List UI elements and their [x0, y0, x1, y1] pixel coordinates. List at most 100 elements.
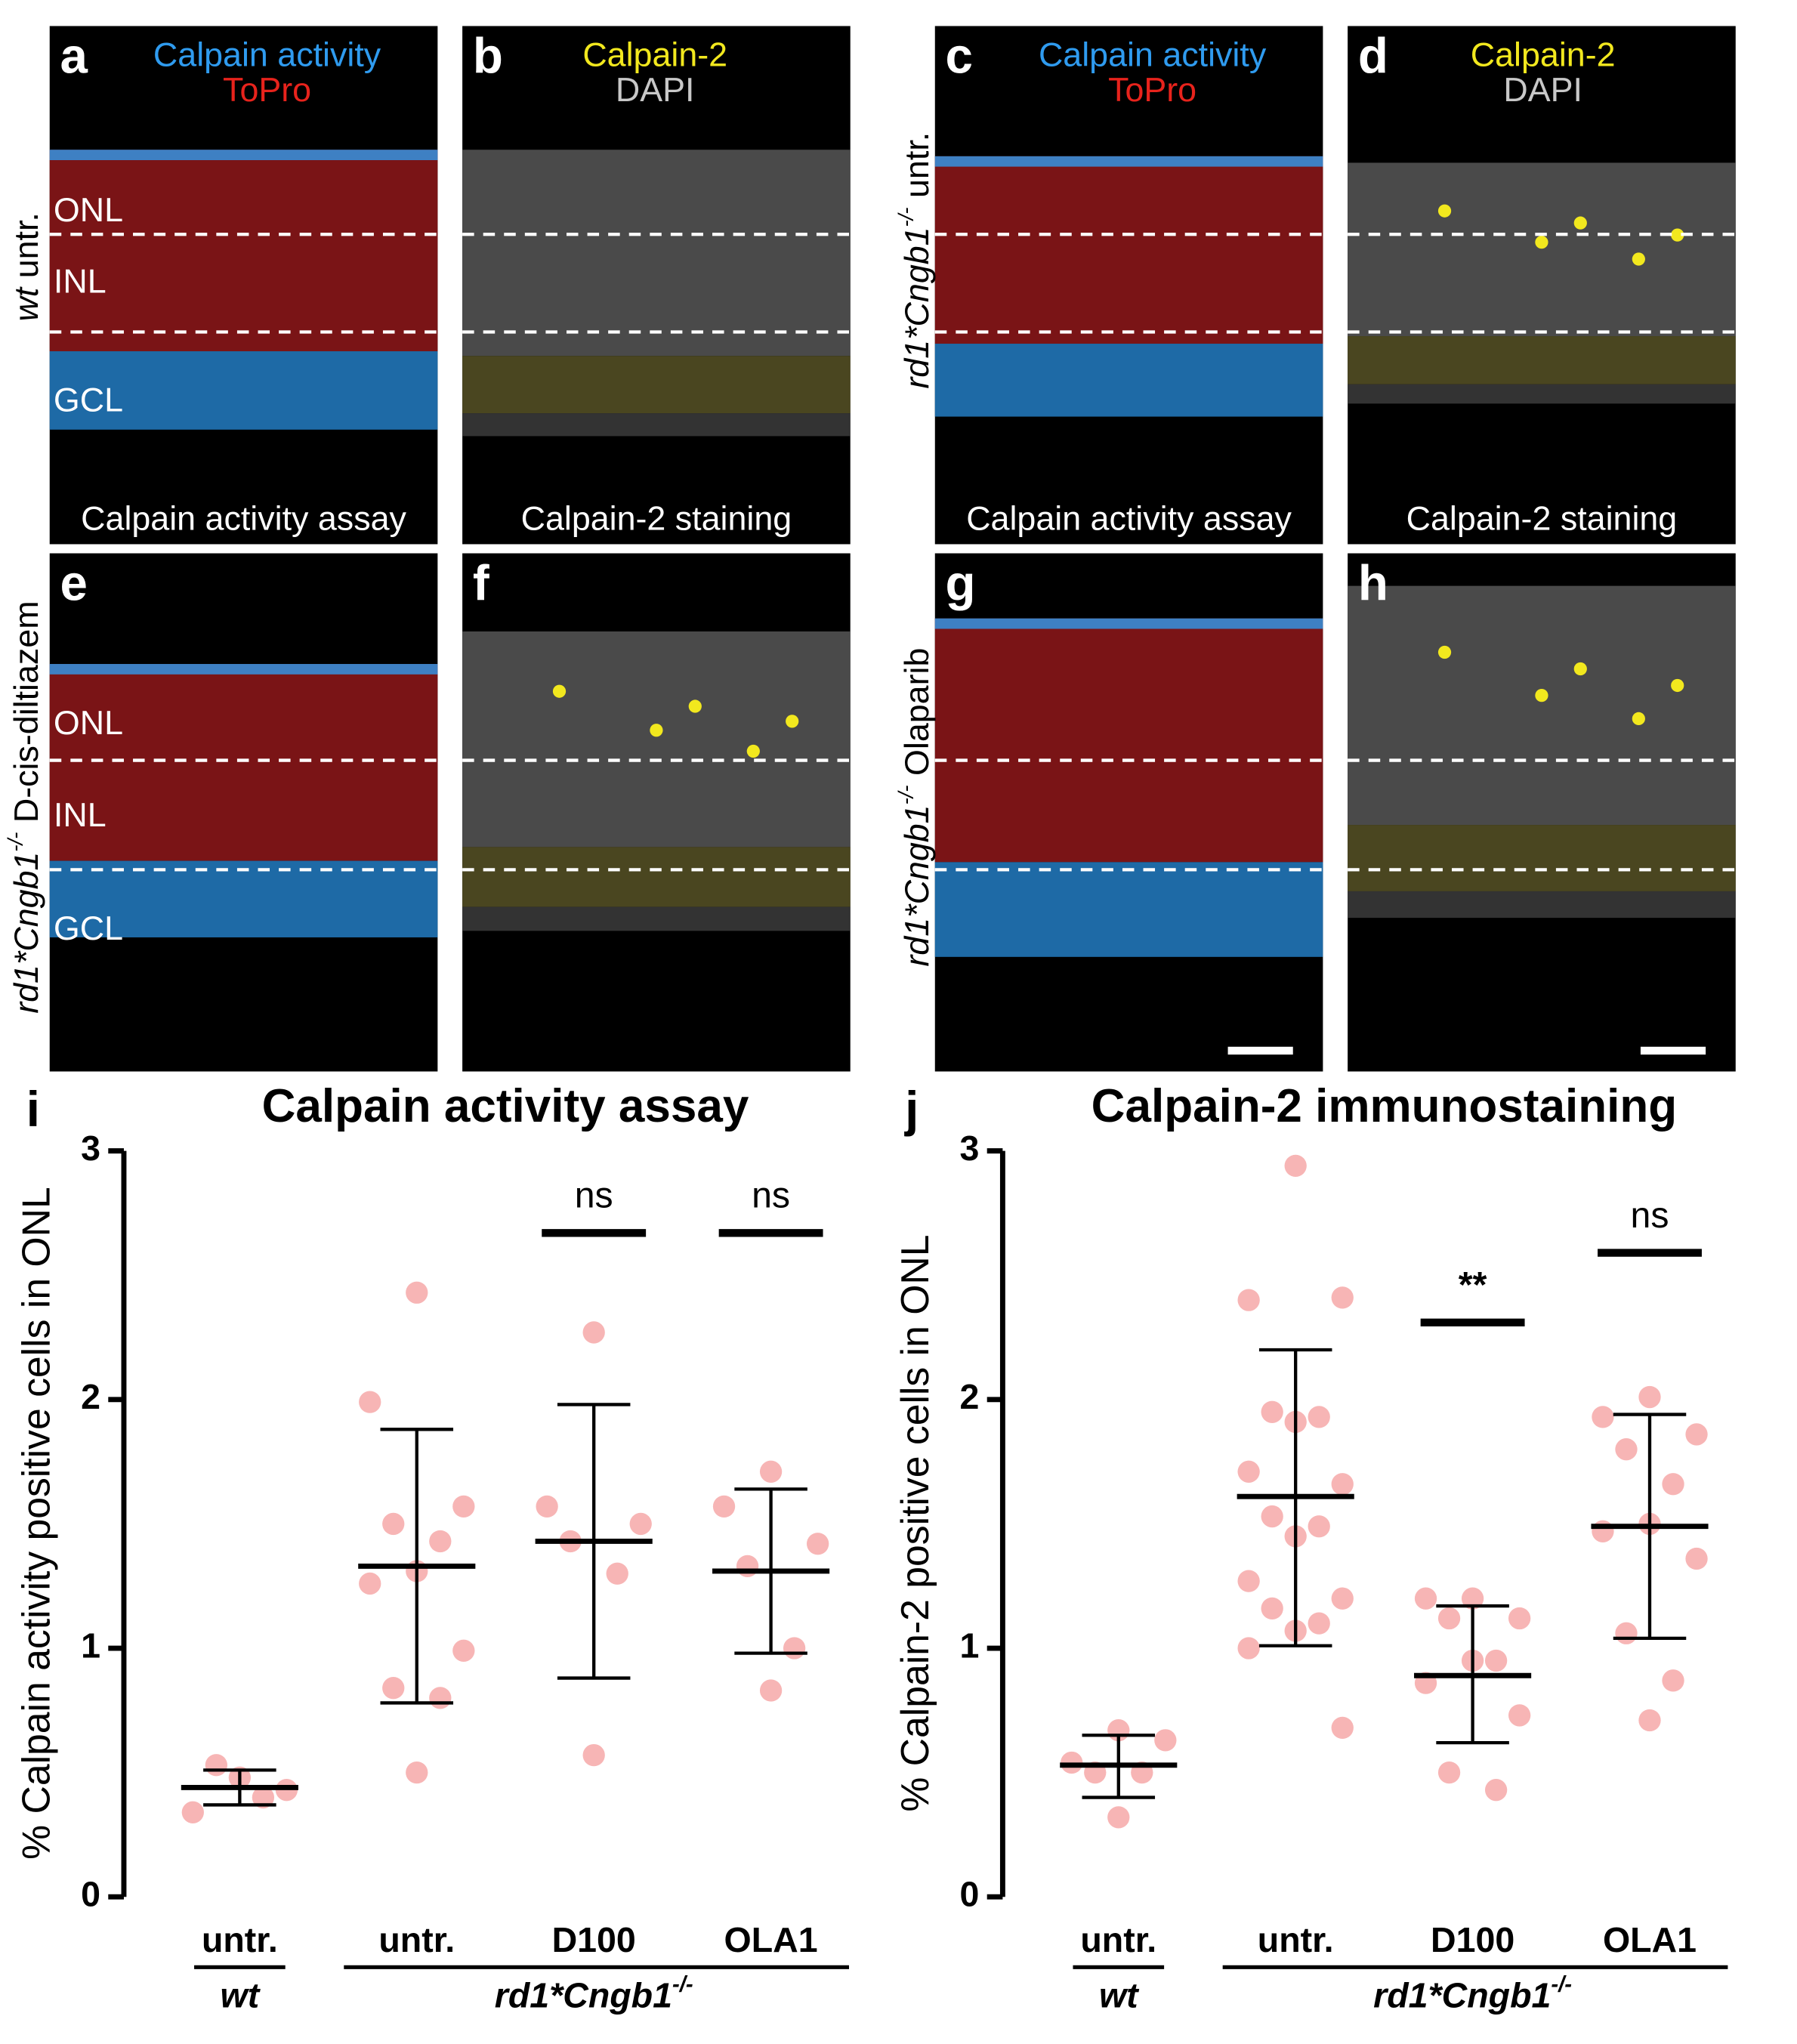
panel-caption: Calpain activity assay — [966, 499, 1292, 537]
data-point — [1331, 1473, 1354, 1496]
group-label-main: rd1*Cngb1 — [1373, 1976, 1551, 2015]
layer-label: ONL — [54, 704, 123, 742]
row-label-rest: untr. — [898, 132, 936, 208]
data-point — [1662, 1473, 1684, 1496]
row-label: rd1*Cngb1-/- untr. — [894, 132, 936, 389]
significance-label: ns — [752, 1175, 790, 1215]
data-point — [1592, 1520, 1614, 1542]
tissue-gcl — [1348, 891, 1736, 919]
data-point — [759, 1460, 783, 1483]
data-point — [1261, 1505, 1283, 1528]
data-point — [1237, 1637, 1260, 1660]
data-point — [736, 1555, 759, 1578]
y-tick-label: 2 — [81, 1377, 100, 1416]
group-label-main: wt — [221, 1976, 261, 2015]
significance-label: ns — [575, 1175, 613, 1215]
x-tick-label: D100 — [1431, 1920, 1514, 1959]
stain-label: ToPro — [1108, 71, 1196, 109]
data-point — [1638, 1385, 1661, 1409]
data-point — [629, 1512, 652, 1536]
panel-letter: a — [60, 29, 88, 84]
data-point — [1685, 1547, 1708, 1570]
stained-cell — [1671, 678, 1684, 693]
tissue-gcl — [462, 906, 851, 931]
tissue-nuclear — [1348, 162, 1736, 337]
data-point — [452, 1495, 475, 1518]
data-point — [359, 1572, 381, 1595]
data-point — [1237, 1289, 1260, 1311]
stained-cell — [688, 699, 702, 713]
panel-letter: j — [903, 1082, 919, 1137]
tissue-nuclear — [462, 150, 851, 357]
tissue-gcl — [462, 413, 851, 437]
data-point — [1261, 1597, 1283, 1620]
data-point — [1107, 1806, 1130, 1829]
y-tick-label: 3 — [959, 1129, 979, 1168]
data-point — [205, 1754, 228, 1777]
group-label: rd1*Cngb1-/- — [1373, 1971, 1572, 2015]
tissue-plexiform — [1348, 825, 1736, 891]
x-tick-label: untr. — [1258, 1920, 1334, 1959]
tissue-nuclear — [49, 150, 438, 352]
stain-label: Calpain-2 — [582, 36, 727, 74]
x-tick-label: OLA1 — [1603, 1920, 1697, 1959]
y-axis-label: % Calpain activity positive cells in ONL — [14, 1187, 58, 1860]
tissue-edge — [934, 618, 1323, 629]
row-label: wt untr. — [8, 212, 45, 321]
stained-cell — [552, 684, 567, 698]
stained-cell — [1573, 662, 1587, 676]
y-axis-label: % Calpain-2 positive cells in ONL — [893, 1234, 937, 1811]
tissue-plexiform — [1348, 336, 1736, 384]
data-point — [1331, 1587, 1354, 1610]
layer-label: GCL — [54, 381, 123, 418]
y-tick-label: 3 — [81, 1129, 100, 1168]
data-point — [1154, 1729, 1177, 1752]
data-point — [1437, 1761, 1461, 1784]
y-tick-label: 1 — [81, 1626, 100, 1665]
tissue-gcl — [49, 860, 438, 937]
tissue-edge — [49, 150, 438, 160]
row-label-rest: untr. — [8, 212, 45, 288]
data-point — [1638, 1709, 1661, 1732]
data-point — [1308, 1612, 1330, 1635]
group-label-main: rd1*Cngb1 — [495, 1976, 672, 2015]
group-label-sup: -/- — [672, 1971, 693, 1996]
data-point — [1592, 1406, 1614, 1428]
significance-label: ns — [1631, 1195, 1669, 1236]
stained-cell — [1632, 252, 1645, 266]
layer-label: ONL — [54, 191, 123, 229]
stained-cell — [1573, 216, 1587, 230]
stained-cell — [650, 724, 663, 737]
group-label: wt — [1099, 1976, 1140, 2015]
data-point — [1461, 1587, 1484, 1610]
stain-label: ToPro — [223, 71, 311, 109]
row-label-italic: rd1*Cngb1 — [898, 804, 936, 966]
tissue-edge — [49, 664, 438, 675]
panel-letter: g — [946, 556, 976, 611]
panel-letter: e — [60, 556, 88, 611]
panel-letter: i — [26, 1082, 40, 1137]
group-label-sup: -/- — [1551, 1971, 1572, 1996]
x-tick-label: OLA1 — [724, 1920, 818, 1959]
layer-label: INL — [54, 796, 107, 834]
row-label-italic: rd1*Cngb1 — [8, 852, 45, 1014]
data-point — [382, 1512, 405, 1536]
data-point — [806, 1533, 829, 1555]
row-label: rd1*Cngb1-/- D-cis-diltiazem — [4, 601, 45, 1013]
data-point — [1261, 1400, 1283, 1423]
panel-caption: Calpain-2 staining — [1406, 499, 1678, 537]
stained-cell — [746, 744, 760, 758]
stained-cell — [1437, 645, 1452, 659]
data-point — [1437, 1607, 1461, 1630]
y-tick-label: 0 — [81, 1875, 100, 1914]
layer-label: GCL — [54, 909, 123, 947]
data-point — [1308, 1406, 1330, 1428]
panel-caption: Calpain activity assay — [81, 499, 406, 537]
group-label-main: wt — [1099, 1976, 1140, 2015]
stain-label: DAPI — [616, 71, 695, 109]
data-point — [406, 1281, 428, 1304]
tissue-gcl — [934, 344, 1323, 417]
stained-cell — [1437, 204, 1452, 218]
data-point — [1331, 1286, 1354, 1309]
